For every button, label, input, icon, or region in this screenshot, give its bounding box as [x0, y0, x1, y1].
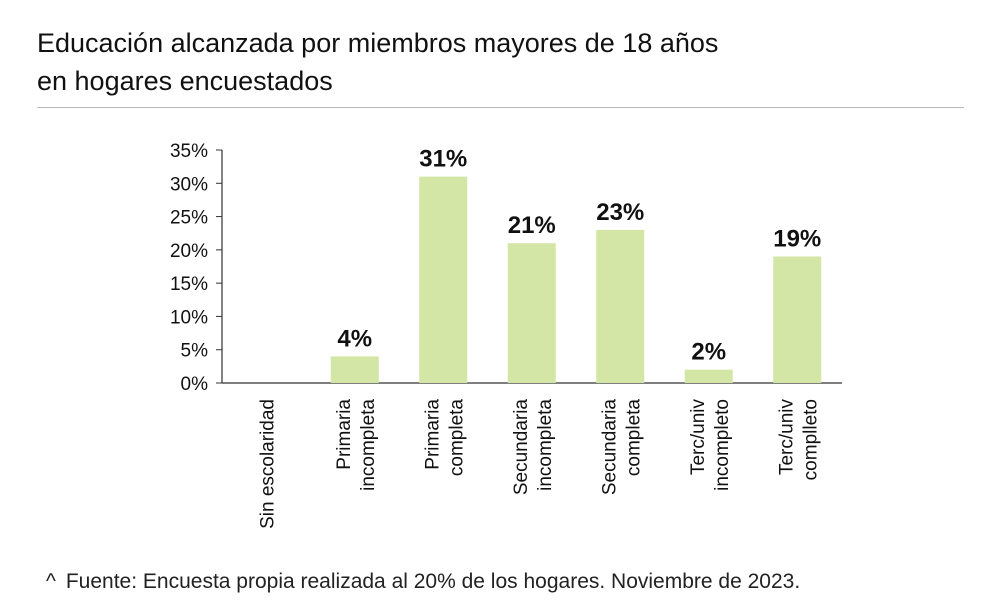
- category-label: Primaria completa: [422, 399, 467, 477]
- category-label-line: incompleta: [535, 399, 556, 491]
- bar: [330, 356, 379, 383]
- category-label-line: completa: [446, 399, 467, 477]
- data-label: 23%: [596, 199, 644, 226]
- category-label-line: incompleta: [358, 399, 379, 491]
- category-label-line: incompleto: [712, 399, 733, 491]
- bar: [419, 176, 468, 383]
- y-tick-label: 0%: [181, 374, 209, 395]
- source-note-text: Fuente: Encuesta propia realizada al 20%…: [65, 570, 801, 593]
- category-label-line: complleto: [800, 399, 821, 480]
- y-tick-label: 35%: [170, 141, 208, 162]
- y-tick-label: 20%: [170, 241, 208, 262]
- y-tick-label: 10%: [170, 307, 208, 328]
- data-label: 2%: [691, 339, 726, 366]
- chart-title-line-2: en hogares encuestados: [37, 66, 333, 96]
- category-label-line: completa: [623, 399, 644, 477]
- data-label: 19%: [773, 226, 821, 253]
- bar: [596, 229, 645, 383]
- bar: [684, 369, 733, 383]
- category-label-line: Terc/univ: [776, 399, 797, 476]
- data-label: 21%: [508, 212, 556, 239]
- y-tick-label: 30%: [170, 174, 208, 195]
- source-note-mark: ^: [46, 570, 56, 593]
- category-label-line: Secundaria: [599, 399, 620, 496]
- category-label-line: Primaria: [422, 399, 443, 470]
- category-label-line: Sin escolaridad: [257, 399, 278, 529]
- category-label-line: Primaria: [334, 399, 355, 470]
- category-label: Sin escolaridad: [257, 399, 278, 529]
- category-label: Secundaria completa: [599, 399, 644, 496]
- source-note: ^ Fuente: Encuesta propia realizada al 20…: [46, 570, 800, 594]
- category-label-line: Secundaria: [511, 399, 532, 496]
- bar: [507, 243, 556, 383]
- data-label: 31%: [419, 146, 467, 173]
- category-label: Terc/univ incompleto: [688, 399, 733, 491]
- chart-title-line-1: Educación alcanzada por miembros mayores…: [37, 28, 719, 58]
- bar: [773, 256, 822, 383]
- chart-title: Educación alcanzada por miembros mayores…: [37, 24, 937, 100]
- category-label: Terc/univ complleto: [776, 399, 821, 481]
- y-tick-label: 5%: [181, 341, 209, 362]
- category-label-line: Terc/univ: [688, 399, 709, 476]
- y-tick-label: 15%: [170, 274, 208, 295]
- y-tick-label: 25%: [170, 208, 208, 229]
- data-label: 4%: [337, 325, 372, 352]
- category-label: Primaria incompleta: [334, 399, 379, 491]
- bar-chart: 0% 5% 10% 15% 20% 25% 30% 35% Sin escolaridad 4% P…: [170, 141, 842, 529]
- category-label: Secundaria incompleta: [511, 399, 556, 496]
- title-divider: [37, 107, 964, 108]
